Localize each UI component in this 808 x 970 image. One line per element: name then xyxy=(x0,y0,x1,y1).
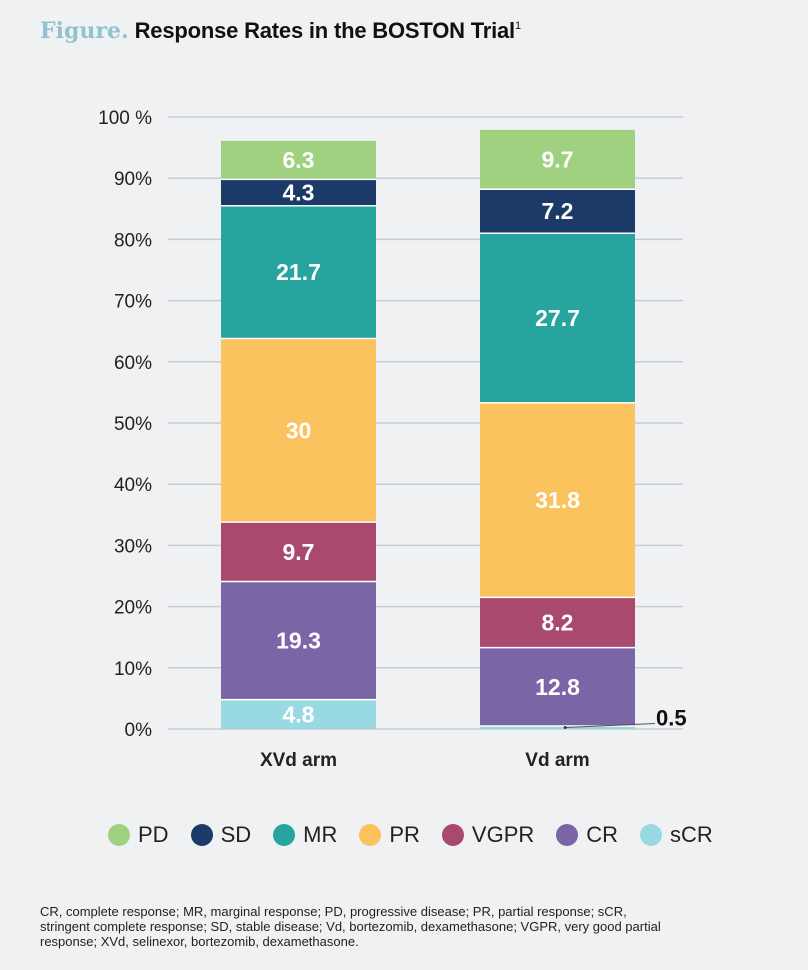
y-tick-label: 20% xyxy=(114,598,152,619)
y-tick-label: 80% xyxy=(114,230,152,251)
data-label-pd: 9.7 xyxy=(542,147,574,173)
data-label-cr: 19.3 xyxy=(276,628,321,654)
bar-segment-vgpr xyxy=(221,522,376,582)
legend-item-pr: PR xyxy=(359,822,420,848)
legend-item-cr: CR xyxy=(556,822,618,848)
bar-segment-cr xyxy=(221,581,376,700)
leader-dot xyxy=(563,725,567,729)
footnote: CR, complete response; MR, marginal resp… xyxy=(40,904,661,949)
legend-item-sd: SD xyxy=(190,822,252,848)
data-label-vgpr: 9.7 xyxy=(283,539,315,565)
leader-line xyxy=(565,722,656,728)
legend-label: PR xyxy=(389,822,420,847)
legend-swatch xyxy=(441,824,464,846)
bar-segment-pd xyxy=(221,140,376,180)
figure-label: Figure. xyxy=(40,18,129,44)
legend-label: VGPR xyxy=(471,822,535,847)
bar-segment-mr xyxy=(480,233,635,403)
y-tick-label: 40% xyxy=(114,475,152,496)
y-tick-label: 70% xyxy=(114,292,152,313)
data-label-mr: 21.7 xyxy=(276,259,321,285)
data-label-cr: 12.8 xyxy=(535,674,580,700)
bar-segment-sd xyxy=(480,189,635,234)
legend-swatch xyxy=(359,824,382,846)
stacked-bar-chart: 0% 10% 20% 30% 40% 50% 60% 70% 80% 90% 100 % XVd ar… xyxy=(98,108,687,771)
data-label-vgpr: 8.2 xyxy=(542,610,574,636)
legend-swatch xyxy=(556,824,579,846)
y-tick-label: 100 % xyxy=(98,108,152,129)
legend-label: MR xyxy=(303,822,338,847)
bar-segment-pr xyxy=(221,338,376,523)
legend-swatch xyxy=(640,824,663,846)
x-category-label: XVd arm xyxy=(260,750,337,771)
bar-segment-sd xyxy=(221,179,376,206)
legend-item-mr: MR xyxy=(273,822,337,848)
bar-segment-vgpr xyxy=(480,597,635,648)
data-label-pr: 30 xyxy=(286,417,312,443)
y-tick-label: 10% xyxy=(114,659,152,680)
legend-item-vgpr: VGPR xyxy=(441,822,535,848)
legend-item-pd: PD xyxy=(108,822,169,848)
bar-segment-scr xyxy=(480,725,635,729)
data-label-sd: 4.3 xyxy=(283,180,315,206)
bar-segment-scr xyxy=(221,699,376,729)
legend-swatch xyxy=(108,824,130,846)
chart-legend: PD SD MR PR VGPR CR sCR xyxy=(108,822,713,848)
data-label-pr: 31.8 xyxy=(535,487,580,513)
title-text: Response Rates in the BOSTON Trial xyxy=(134,18,516,43)
legend-label: sCR xyxy=(670,822,713,847)
figure-title: Figure. Response Rates in the BOSTON Tria… xyxy=(40,18,521,44)
y-tick-label: 90% xyxy=(114,169,152,190)
bar-segment-pr xyxy=(480,402,635,598)
bar-segment-mr xyxy=(221,205,376,339)
y-tick-label: 0% xyxy=(125,720,153,741)
y-tick-label: 30% xyxy=(114,536,152,557)
legend-label: CR xyxy=(586,822,619,847)
data-label-sd: 7.2 xyxy=(542,198,574,224)
bar-segment-pd xyxy=(480,129,635,190)
data-label-mr: 27.7 xyxy=(535,305,580,331)
data-label-scr: 0.5 xyxy=(656,705,687,730)
legend-item-scr: sCR xyxy=(640,822,713,848)
x-category-label: Vd arm xyxy=(525,750,589,771)
legend-label: SD xyxy=(220,822,252,847)
data-label-scr: 4.8 xyxy=(283,701,315,727)
y-tick-label: 50% xyxy=(114,414,152,435)
data-label-pd: 6.3 xyxy=(283,147,315,173)
bar-segment-cr xyxy=(480,647,635,726)
legend-swatch xyxy=(273,824,296,846)
y-tick-label: 60% xyxy=(114,353,152,374)
legend-swatch xyxy=(190,824,213,846)
legend-label: PD xyxy=(138,822,169,847)
title-superscript: 1 xyxy=(514,20,522,32)
